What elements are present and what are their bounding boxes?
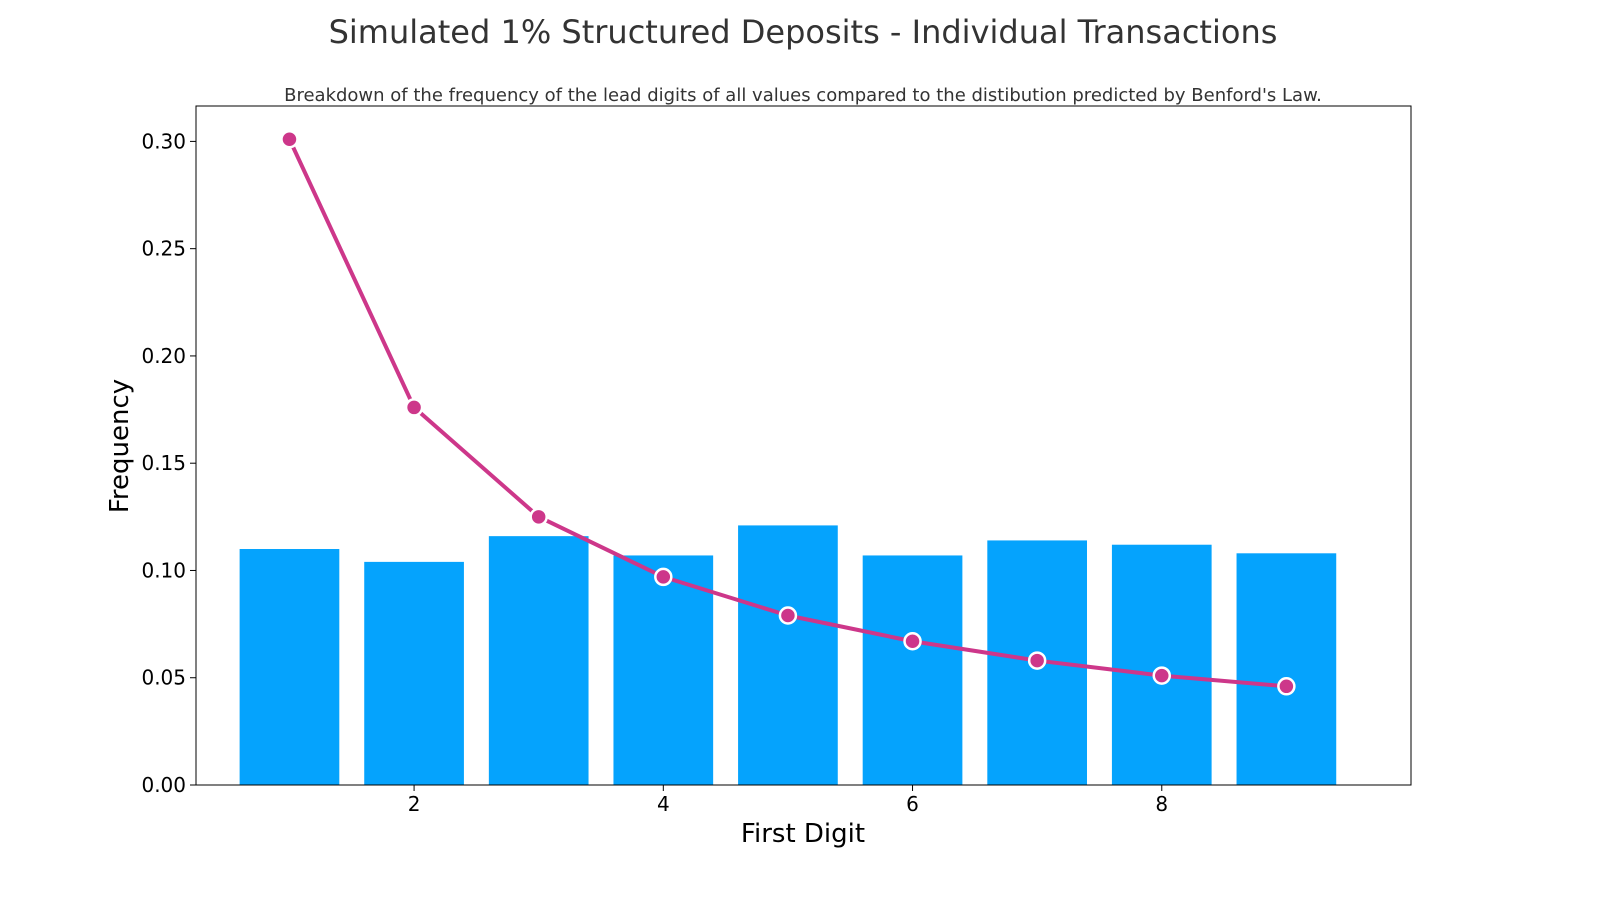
x-tick-label: 4 [657, 792, 670, 816]
y-tick-label: 0.10 [141, 558, 186, 582]
bar [488, 536, 589, 785]
bar [1111, 544, 1212, 785]
bar [364, 561, 464, 785]
y-tick-label: 0.15 [141, 451, 186, 475]
y-tick-label: 0.30 [141, 129, 186, 153]
plot-frame [195, 105, 1412, 786]
line-point [1277, 677, 1296, 696]
x-tick-label: 6 [906, 792, 919, 816]
x-ticks: 2 4 6 8 [408, 785, 1168, 816]
bar [862, 555, 963, 785]
bar [239, 549, 340, 785]
bar [1236, 553, 1337, 785]
line-point [280, 130, 299, 149]
bar [613, 555, 714, 785]
bars-layer [239, 525, 1337, 785]
x-tick-label: 2 [408, 792, 421, 816]
line-point [404, 398, 424, 417]
line-point [1027, 651, 1047, 670]
y-tick-label: 0.20 [141, 344, 186, 368]
bar [738, 525, 838, 785]
line-layer [280, 130, 1296, 696]
y-tick-label: 0.05 [141, 666, 186, 690]
y-tick-label: 0.00 [141, 773, 186, 797]
line-point [529, 507, 548, 527]
chart-subtitle: Breakdown of the frequency of the lead d… [284, 85, 1322, 106]
x-tick-label: 8 [1155, 792, 1168, 816]
line-point [654, 567, 673, 587]
chart-title: Simulated 1% Structured Deposits - Indiv… [329, 13, 1278, 51]
x-axis-label: First Digit [741, 819, 865, 849]
y-axis-label: Frequency [105, 379, 135, 513]
line-point [778, 606, 798, 625]
y-ticks: 0.00 0.05 0.10 0.15 0.20 0.25 0.30 [141, 129, 196, 797]
line-point [903, 632, 922, 651]
y-tick-label: 0.25 [141, 237, 186, 261]
line-point [1152, 666, 1172, 685]
